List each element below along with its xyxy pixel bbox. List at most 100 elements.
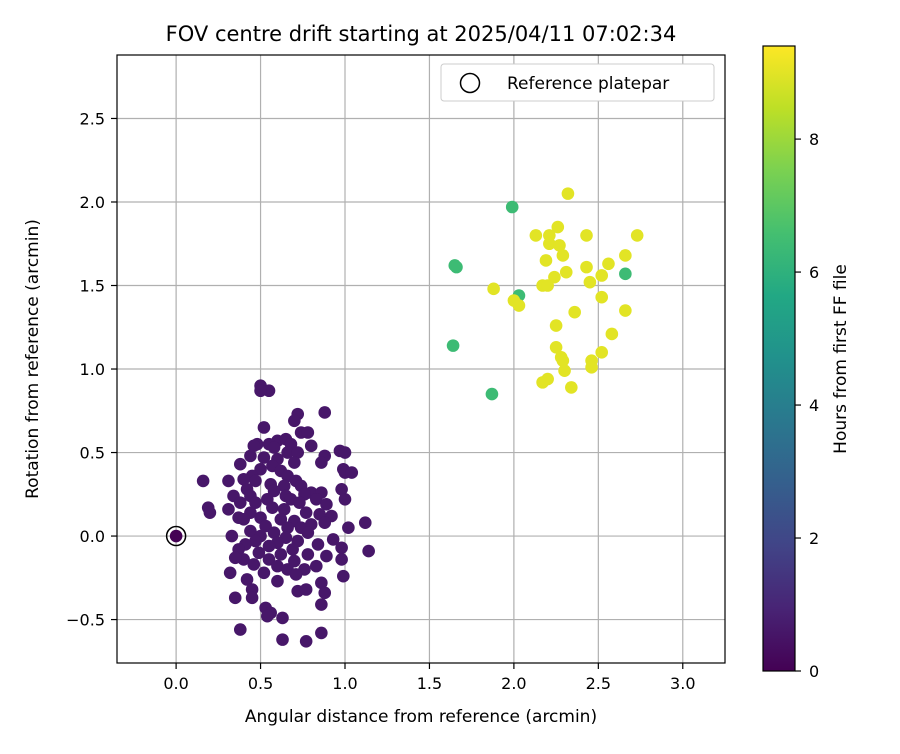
y-tick-label: −0.5 <box>66 611 105 630</box>
x-tick-label: 1.0 <box>332 674 357 693</box>
data-point <box>309 493 323 506</box>
data-point <box>267 484 281 498</box>
x-axis-label: Angular distance from reference (arcmin) <box>245 707 597 727</box>
data-point <box>338 446 352 459</box>
data-point <box>299 506 313 519</box>
data-point <box>262 553 276 566</box>
data-point <box>619 249 632 262</box>
data-point <box>288 456 301 469</box>
data-point <box>549 319 563 332</box>
data-point <box>315 626 328 640</box>
data-point <box>301 426 315 439</box>
data-point <box>244 524 257 538</box>
data-point <box>358 516 372 529</box>
data-point <box>291 446 305 459</box>
data-point <box>595 269 609 282</box>
data-point <box>274 513 288 526</box>
data-point <box>262 539 276 553</box>
data-point <box>249 474 262 488</box>
grid <box>117 55 725 663</box>
data-point <box>558 364 571 377</box>
data-point <box>301 548 315 561</box>
data-point <box>249 496 262 509</box>
data-point <box>342 521 355 535</box>
data-point <box>335 482 348 496</box>
colorbar-gradient <box>762 45 796 672</box>
legend-entry: Reference platepar <box>507 74 669 94</box>
data-point <box>299 583 313 596</box>
data-point <box>237 513 250 526</box>
data-point <box>553 239 566 252</box>
data-point <box>277 479 291 493</box>
y-axis-ticks: −0.5 0.0 0.5 1.0 1.5 2.0 2.5 <box>66 109 117 630</box>
data-point <box>543 237 556 251</box>
data-point <box>318 586 332 600</box>
x-tick-label: 1.5 <box>417 674 442 693</box>
data-point <box>568 305 581 319</box>
data-point <box>281 446 294 459</box>
plot-area <box>117 55 725 663</box>
colorbar-ticks: 0 2 4 6 8 <box>795 130 819 681</box>
data-point <box>233 623 247 636</box>
data-point <box>237 472 250 486</box>
data-point <box>630 229 644 242</box>
colorbar-tick-label: 6 <box>809 263 819 282</box>
data-point <box>561 187 575 200</box>
data-point <box>247 558 261 571</box>
data-point <box>222 503 235 516</box>
data-point <box>257 451 271 464</box>
data-point <box>240 573 254 586</box>
data-point <box>529 229 543 242</box>
data-point <box>565 381 578 394</box>
data-point <box>512 299 526 312</box>
data-point <box>169 529 183 543</box>
data-point <box>299 634 313 648</box>
data-point <box>257 421 271 434</box>
data-point <box>222 474 235 488</box>
data-point <box>583 275 597 289</box>
data-point <box>619 267 632 281</box>
y-tick-label: 0.0 <box>80 527 105 546</box>
data-point <box>274 548 288 561</box>
data-point <box>320 498 333 511</box>
data-point <box>585 361 598 374</box>
data-point <box>289 568 303 581</box>
data-point <box>485 387 499 401</box>
data-point <box>335 553 348 566</box>
y-tick-label: 2.5 <box>80 109 105 128</box>
data-point <box>266 501 279 514</box>
x-tick-label: 2.0 <box>501 674 526 693</box>
data-point <box>225 529 239 543</box>
data-point <box>254 462 267 476</box>
x-axis-ticks: 0.0 0.5 1.0 1.5 2.0 2.5 3.0 <box>163 663 696 693</box>
data-point <box>276 633 289 646</box>
data-point <box>619 304 632 317</box>
colorbar-label: Hours from first FF file <box>831 264 851 454</box>
data-point <box>196 474 210 488</box>
colorbar-tick-label: 0 <box>809 662 819 681</box>
data-point <box>318 516 332 529</box>
data-point <box>311 538 325 551</box>
colorbar: 0 2 4 6 8 Hours from first FF file <box>762 45 851 681</box>
reference-point <box>165 525 187 547</box>
data-point <box>259 519 272 533</box>
data-point <box>233 457 247 471</box>
data-point <box>252 546 266 560</box>
data-point <box>338 493 352 506</box>
reference-marker <box>165 525 187 547</box>
y-tick-label: 0.5 <box>80 444 105 463</box>
data-point <box>288 554 301 568</box>
chart-title: FOV centre drift starting at 2025/04/11 … <box>166 22 677 46</box>
data-point <box>315 598 328 611</box>
data-point <box>318 406 332 419</box>
data-point <box>245 591 259 605</box>
data-point <box>337 569 350 583</box>
data-point <box>301 526 315 540</box>
y-axis-label: Rotation from reference (arcmin) <box>23 219 43 499</box>
data-point <box>605 327 619 341</box>
colorbar-tick-label: 8 <box>809 130 819 149</box>
x-tick-label: 2.5 <box>586 674 611 693</box>
data-point <box>271 574 284 588</box>
